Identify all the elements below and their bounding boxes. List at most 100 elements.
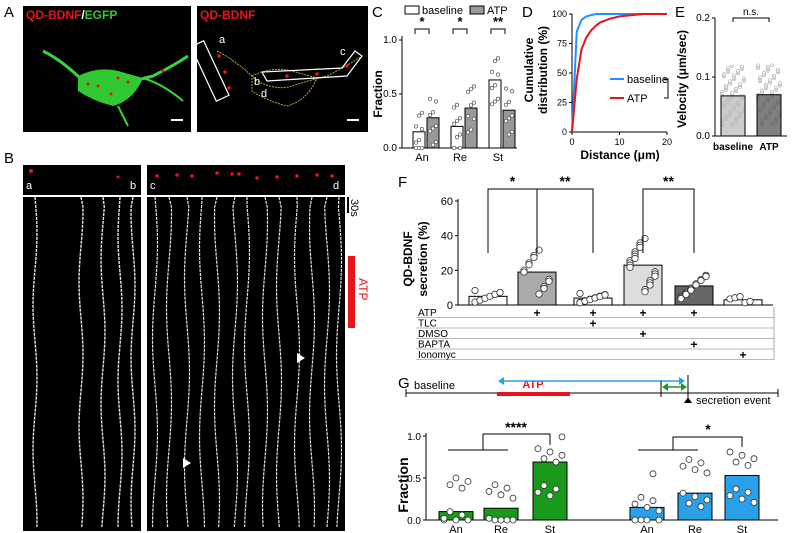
legend-swatch-atp [469,5,485,15]
data-point [740,64,744,69]
data-point [744,462,752,469]
data-point [738,451,746,459]
data-point [464,477,472,485]
sig-bracket [490,28,506,34]
data-point [677,295,685,303]
kymo-trace [130,197,136,528]
y-tick-label: 0.1 [696,72,710,83]
data-point [433,99,439,104]
qd-dot [275,175,279,179]
data-point [458,484,466,492]
kymo-trace [275,197,283,528]
data-point [503,516,511,524]
data-point [433,140,439,145]
data-point [465,130,471,135]
sig-label: * [705,421,711,437]
data-point [776,67,780,72]
data-point [497,491,505,499]
data-point [626,263,634,271]
y-tick-label: 0.0 [383,143,397,154]
data-point [778,81,782,85]
data-point [457,132,463,137]
timeline-atp-label: ATP [522,379,543,391]
roi-label-b: b [254,76,261,88]
y-tick-label: 25 [557,98,567,108]
atp-timeline-bar [497,392,570,396]
y-axis-label: Cumulative [522,37,536,102]
kymo-trace [165,197,173,528]
y-axis-label: Velocity (μm/sec) [675,30,689,128]
sig-bracket [448,433,551,451]
data-point [454,135,460,140]
y-tick-label: 20 [441,265,453,277]
data-point [427,129,433,134]
data-point [454,118,460,124]
plus-mark: + [639,327,646,341]
neuron-egfp-image [42,49,189,127]
y-tick-label: 0.2 [696,13,710,24]
kymo-trace [335,197,343,528]
data-point [726,448,734,456]
data-point [738,495,746,503]
panel-letter-d: D [522,4,533,21]
roi-label-d: d [261,88,268,100]
data-point [641,288,649,296]
y-tick-label: 50 [557,68,567,78]
sig-bracket [536,188,594,253]
y-tick-label: 100 [552,9,567,19]
cdf-line-ATP [571,13,667,133]
data-point [495,72,501,77]
data-point [419,110,425,115]
plus-mark: + [639,306,646,320]
data-point [509,494,517,502]
sig-bracket [732,17,770,22]
data-point [770,63,774,67]
bar-baseline [488,79,502,149]
kymo-trace [308,197,316,528]
data-point [430,110,436,115]
data-point [489,69,495,74]
data-point [492,59,498,64]
y-tick-label: 1.0 [383,35,397,46]
data-point [636,243,644,252]
strip-label-a: a [26,180,33,192]
data-point [750,498,758,506]
data-point [540,284,548,293]
x-tick-label: ATP [759,142,779,153]
legend-swatch-baseline [404,5,420,15]
label-separator: / [81,8,85,22]
data-point [631,500,639,508]
data-point [692,281,700,289]
panel-letter-e: E [675,4,686,21]
y-axis-label: QD-BDNF [401,231,415,286]
x-tick-label: St [545,524,555,533]
data-point [503,484,511,492]
data-point [738,82,742,86]
data-point [746,297,754,306]
kymograph-cd [147,197,345,531]
data-point [697,277,705,285]
sig-label: n.s. [743,7,759,18]
label-qd-bdnf: QD-BDNF [26,8,82,22]
treatment-label: ATP [418,308,437,319]
data-point [465,89,471,94]
data-point [756,63,760,67]
data-point [485,488,493,495]
y-tick-label: 0.5 [383,89,397,100]
roi-strip-cd: c d [147,165,345,195]
data-point [764,82,768,87]
data-point [464,516,472,524]
data-point [558,433,566,441]
data-point [509,516,517,524]
panel-letter-f: F [398,174,408,191]
data-point [637,516,645,524]
plus-mark: + [690,306,697,320]
y-tick-label: 60 [441,196,453,208]
data-point [457,145,463,151]
panel-letter-g: G [398,375,410,392]
panel-letter-c: C [372,4,383,21]
data-point [525,261,533,269]
data-point [685,456,693,463]
kymo-trace [323,197,331,528]
